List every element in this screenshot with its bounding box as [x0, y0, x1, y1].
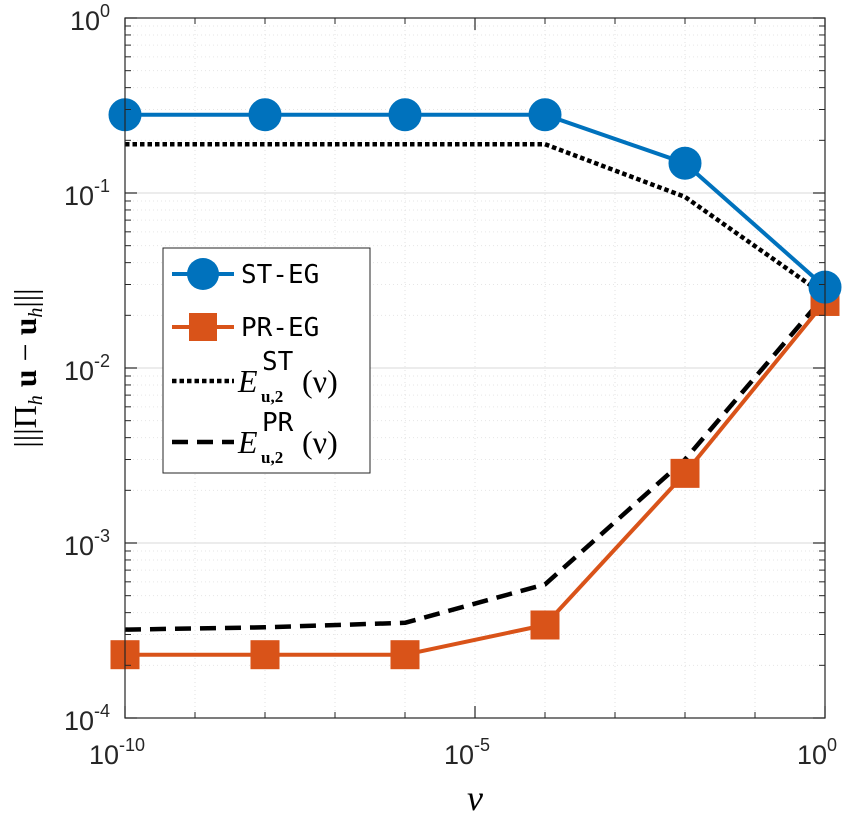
- y-tick-label: 100: [70, 1, 110, 36]
- legend-entry-pr-eg: PR-EG: [172, 313, 319, 343]
- legend-e-st-sup: ST: [262, 347, 294, 377]
- data-point-pr-eg: [670, 458, 700, 488]
- legend-e-st-main: E: [237, 363, 258, 399]
- x-tick-label: 10-5: [444, 735, 490, 770]
- data-point-pr-eg: [390, 640, 420, 670]
- data-point-st-eg: [248, 98, 282, 132]
- y-tick-label: 10-2: [64, 351, 110, 386]
- x-tick-label: 10-10: [89, 735, 145, 770]
- series-line-e-u-2-st: [125, 141, 827, 298]
- legend-pr-eg-label: PR-EG: [241, 313, 319, 343]
- legend-entry-e-pr: E PR u,2 (ν): [172, 408, 338, 467]
- legend-e-st-arg: (ν): [302, 363, 338, 399]
- legend-e-pr-sub: u,2: [261, 448, 283, 467]
- series-line-st-eg: [125, 112, 827, 289]
- data-point-pr-eg: [530, 610, 560, 640]
- y-tick-label: 10-1: [64, 176, 110, 211]
- legend-square-marker: [189, 313, 217, 341]
- data-point-st-eg: [528, 98, 562, 132]
- legend-st-eg-marker: [187, 258, 219, 290]
- axis-ticks: [124, 17, 826, 719]
- legend-entry-e-st: E ST u,2 (ν): [172, 347, 338, 406]
- legend-e-pr-main: E: [237, 424, 258, 460]
- y-tick-label: 10-3: [64, 526, 110, 561]
- data-point-st-eg: [388, 98, 422, 132]
- y-axis-label: |||Πh u − uh|||: [7, 288, 47, 447]
- series-line-pr-eg: [125, 300, 827, 657]
- series-layer: [108, 98, 842, 670]
- legend-entry-st-eg: ST-EG: [172, 258, 319, 290]
- x-axis-label: ν: [467, 778, 483, 815]
- legend-e-st-sub: u,2: [261, 387, 283, 406]
- tick-labels: 10-4 10-3 10-2 10-1 100 10-10 10-5 100: [64, 1, 837, 770]
- legend: ST-EG PR-EG E ST u,2 (ν) E PR u,2 (ν): [162, 247, 371, 474]
- legend-e-pr-arg: (ν): [302, 424, 338, 460]
- data-point-st-eg: [668, 146, 702, 180]
- svg-text:|||Πh u − uh|||: |||Πh u − uh|||: [7, 288, 47, 447]
- y-tick-label: 10-4: [64, 701, 110, 736]
- legend-pr-eg-marker: [189, 313, 217, 341]
- legend-e-pr-sup: PR: [262, 408, 294, 438]
- data-point-pr-eg: [250, 640, 280, 670]
- legend-st-eg-label: ST-EG: [241, 260, 319, 290]
- x-tick-label: 100: [797, 735, 837, 770]
- series-line-e-u-2-pr: [124, 293, 827, 632]
- legend-circle-marker: [187, 258, 219, 290]
